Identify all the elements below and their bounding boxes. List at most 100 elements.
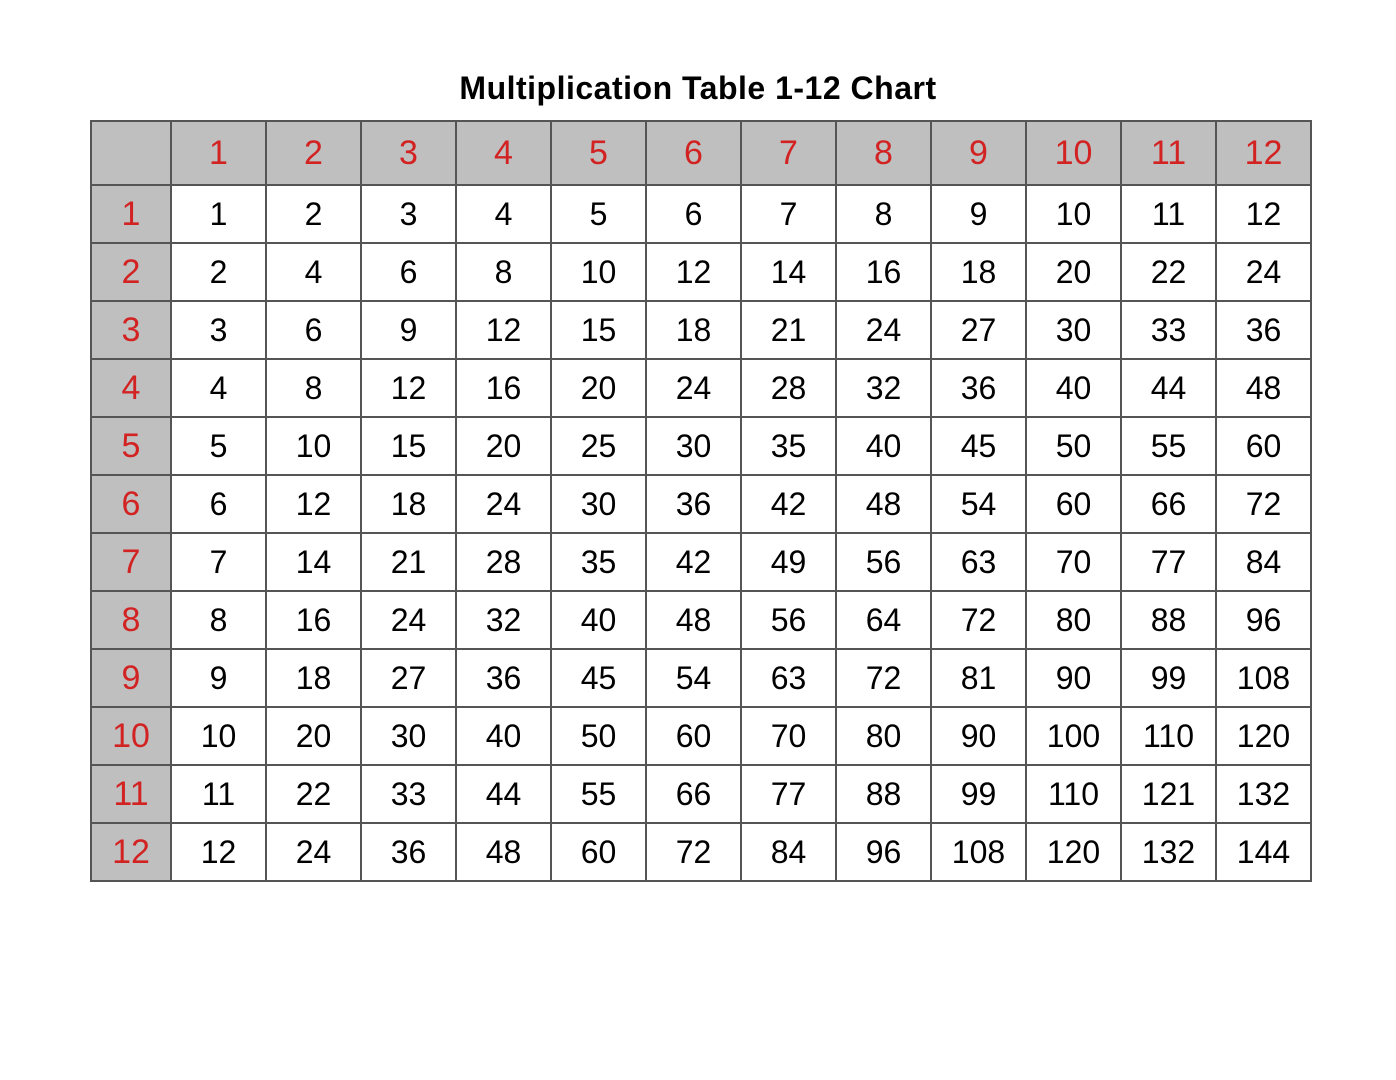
- table-cell: 10: [171, 707, 266, 765]
- table-cell: 8: [836, 185, 931, 243]
- table-cell: 6: [171, 475, 266, 533]
- table-cell: 49: [741, 533, 836, 591]
- table-cell: 28: [741, 359, 836, 417]
- table-cell: 108: [931, 823, 1026, 881]
- table-cell: 5: [171, 417, 266, 475]
- table-cell: 70: [1026, 533, 1121, 591]
- table-cell: 10: [266, 417, 361, 475]
- table-cell: 16: [836, 243, 931, 301]
- table-cell: 36: [361, 823, 456, 881]
- table-cell: 88: [836, 765, 931, 823]
- table-cell: 24: [361, 591, 456, 649]
- table-cell: 6: [361, 243, 456, 301]
- column-header: 1: [171, 121, 266, 185]
- table-cell: 15: [361, 417, 456, 475]
- table-cell: 30: [646, 417, 741, 475]
- page-title: Multiplication Table 1-12 Chart: [0, 70, 1396, 107]
- table-cell: 55: [551, 765, 646, 823]
- table-cell: 50: [551, 707, 646, 765]
- table-cell: 2: [266, 185, 361, 243]
- table-cell: 10: [551, 243, 646, 301]
- table-cell: 27: [361, 649, 456, 707]
- table-cell: 99: [931, 765, 1026, 823]
- table-cell: 6: [646, 185, 741, 243]
- table-cell: 40: [1026, 359, 1121, 417]
- table-cell: 60: [1026, 475, 1121, 533]
- table-cell: 8: [171, 591, 266, 649]
- table-cell: 7: [171, 533, 266, 591]
- table-cell: 1: [171, 185, 266, 243]
- table-cell: 14: [741, 243, 836, 301]
- table-cell: 110: [1026, 765, 1121, 823]
- table-cell: 66: [646, 765, 741, 823]
- table-cell: 30: [1026, 301, 1121, 359]
- table-cell: 90: [931, 707, 1026, 765]
- table-cell: 20: [456, 417, 551, 475]
- table-cell: 14: [266, 533, 361, 591]
- column-header: 4: [456, 121, 551, 185]
- table-cell: 9: [931, 185, 1026, 243]
- row-header: 9: [91, 649, 171, 707]
- table-cell: 60: [1216, 417, 1311, 475]
- table-cell: 56: [741, 591, 836, 649]
- table-cell: 20: [1026, 243, 1121, 301]
- multiplication-table-container: 1234567891011121123456789101112224681012…: [90, 120, 1312, 882]
- column-header: 7: [741, 121, 836, 185]
- table-cell: 99: [1121, 649, 1216, 707]
- column-header: 11: [1121, 121, 1216, 185]
- table-cell: 63: [931, 533, 1026, 591]
- table-cell: 4: [456, 185, 551, 243]
- table-cell: 22: [266, 765, 361, 823]
- table-cell: 24: [456, 475, 551, 533]
- table-cell: 33: [1121, 301, 1216, 359]
- table-cell: 7: [741, 185, 836, 243]
- table-cell: 35: [741, 417, 836, 475]
- table-cell: 12: [171, 823, 266, 881]
- table-cell: 44: [1121, 359, 1216, 417]
- table-cell: 77: [1121, 533, 1216, 591]
- table-cell: 21: [361, 533, 456, 591]
- column-header: 5: [551, 121, 646, 185]
- row-header: 8: [91, 591, 171, 649]
- table-cell: 11: [1121, 185, 1216, 243]
- table-cell: 42: [646, 533, 741, 591]
- table-cell: 40: [551, 591, 646, 649]
- row-header: 6: [91, 475, 171, 533]
- column-header: 6: [646, 121, 741, 185]
- table-cell: 24: [1216, 243, 1311, 301]
- table-cell: 12: [646, 243, 741, 301]
- table-cell: 110: [1121, 707, 1216, 765]
- table-cell: 15: [551, 301, 646, 359]
- table-cell: 30: [551, 475, 646, 533]
- table-cell: 9: [361, 301, 456, 359]
- column-header: 9: [931, 121, 1026, 185]
- table-cell: 33: [361, 765, 456, 823]
- table-cell: 96: [1216, 591, 1311, 649]
- table-cell: 12: [361, 359, 456, 417]
- table-cell: 11: [171, 765, 266, 823]
- row-header: 3: [91, 301, 171, 359]
- table-cell: 18: [361, 475, 456, 533]
- table-cell: 77: [741, 765, 836, 823]
- column-header: 10: [1026, 121, 1121, 185]
- table-cell: 28: [456, 533, 551, 591]
- table-cell: 9: [171, 649, 266, 707]
- table-cell: 48: [836, 475, 931, 533]
- table-cell: 48: [456, 823, 551, 881]
- table-cell: 4: [171, 359, 266, 417]
- table-cell: 18: [646, 301, 741, 359]
- row-header: 11: [91, 765, 171, 823]
- column-header: 2: [266, 121, 361, 185]
- column-header: 12: [1216, 121, 1311, 185]
- table-cell: 4: [266, 243, 361, 301]
- row-header: 12: [91, 823, 171, 881]
- table-cell: 60: [646, 707, 741, 765]
- table-cell: 36: [456, 649, 551, 707]
- table-cell: 90: [1026, 649, 1121, 707]
- table-corner-cell: [91, 121, 171, 185]
- table-cell: 10: [1026, 185, 1121, 243]
- table-cell: 66: [1121, 475, 1216, 533]
- table-cell: 48: [1216, 359, 1311, 417]
- table-cell: 80: [836, 707, 931, 765]
- table-cell: 24: [266, 823, 361, 881]
